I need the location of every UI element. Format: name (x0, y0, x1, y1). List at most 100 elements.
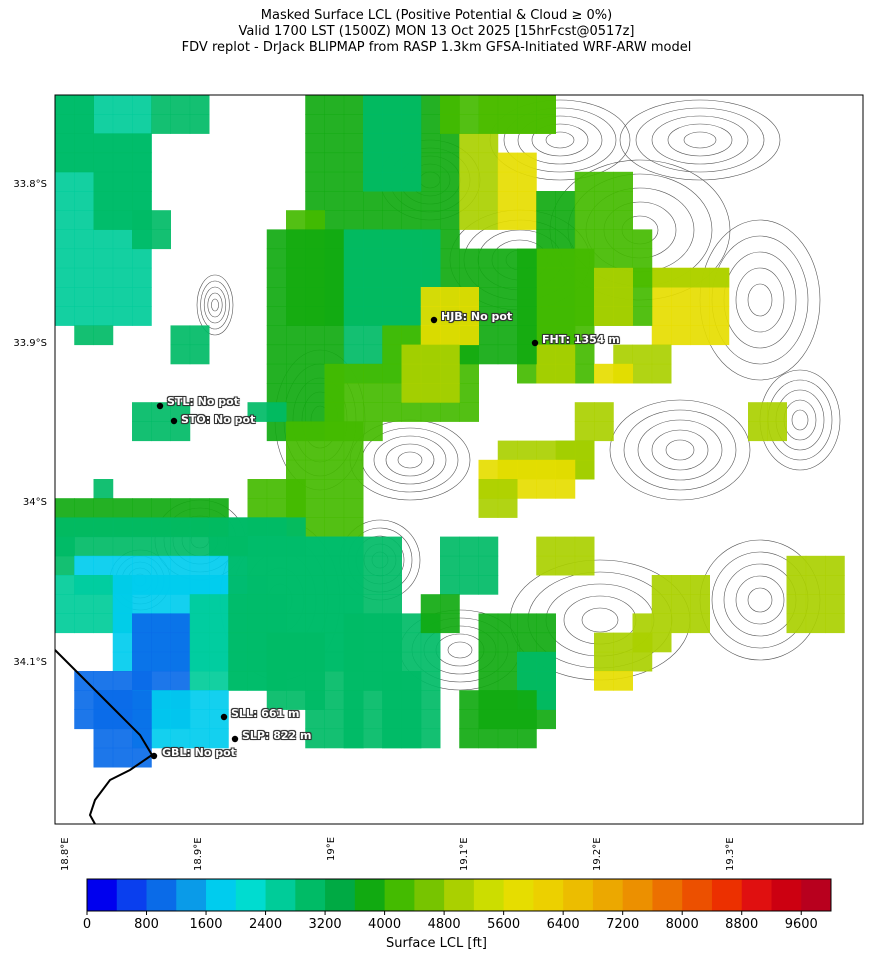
lcl-cell (305, 498, 325, 518)
lcl-cell (401, 248, 422, 269)
lcl-cell (305, 479, 325, 499)
colorbar-tick-label: 8800 (725, 917, 759, 932)
lcl-cell (690, 325, 710, 346)
lcl-cell (382, 210, 402, 230)
contour-line (651, 429, 709, 471)
lcl-cell (132, 248, 152, 269)
lcl-cell (93, 210, 114, 230)
lcl-cell (93, 229, 114, 250)
lcl-cell (343, 210, 364, 230)
lcl-cell (266, 363, 287, 384)
lcl-cell (151, 632, 171, 653)
station-dot (430, 316, 438, 324)
lcl-cell (363, 671, 383, 691)
lcl-cell (536, 344, 556, 365)
lcl-cell (363, 325, 383, 346)
lcl-cell (189, 555, 210, 576)
lcl-cell (170, 325, 191, 346)
lcl-cell (382, 191, 402, 211)
lcl-cell (767, 402, 787, 422)
lcl-cell (189, 498, 210, 518)
lon-label: 18.8°E (60, 837, 71, 871)
lcl-cell (748, 402, 768, 422)
lcl-cell (266, 402, 287, 422)
lcl-cell (478, 95, 499, 115)
lcl-cell (420, 152, 441, 173)
lcl-cell (497, 728, 518, 749)
lcl-cell (151, 402, 171, 422)
lcl-cell (555, 440, 576, 461)
lcl-cell (324, 632, 345, 653)
lcl-cell (363, 402, 383, 422)
station-dot (156, 402, 164, 410)
lcl-cell (209, 498, 229, 518)
lcl-cell (382, 114, 402, 134)
lat-label: 33.9°S (13, 338, 47, 349)
lcl-cell (228, 517, 248, 538)
lcl-cell (478, 210, 499, 230)
lcl-cell (343, 229, 364, 250)
lcl-cell (382, 594, 402, 614)
lcl-cell (55, 575, 75, 595)
lcl-cell (151, 594, 171, 614)
lcl-cell (112, 536, 133, 557)
lcl-cell (420, 728, 441, 749)
lcl-cell (132, 517, 152, 538)
lcl-cell (440, 363, 460, 384)
lcl-cell (209, 632, 229, 653)
lcl-cell (305, 517, 325, 538)
lcl-cell (324, 594, 345, 614)
lcl-cell (825, 613, 845, 634)
lcl-cell (151, 114, 171, 134)
lcl-cell (632, 632, 653, 653)
lcl-cell (324, 536, 345, 557)
lcl-cell (671, 287, 691, 307)
lcl-cell (555, 287, 576, 307)
lcl-cell (132, 210, 152, 230)
lcl-cell (401, 363, 422, 384)
lcl-cell (536, 210, 556, 230)
lcl-cell (420, 690, 441, 710)
colorbar-tick-label: 800 (134, 917, 159, 932)
lcl-cell (305, 536, 325, 557)
lcl-cell (305, 287, 325, 307)
lcl-cell (363, 728, 383, 749)
lcl-cell (632, 306, 653, 326)
lcl-cell (286, 267, 306, 288)
lcl-cell (305, 459, 325, 480)
lcl-cell (459, 555, 479, 576)
lcl-cell (228, 613, 248, 634)
lcl-cell (189, 690, 210, 710)
lcl-cell (459, 287, 479, 307)
lcl-cell (286, 325, 306, 346)
lcl-cell (132, 690, 152, 710)
lcl-cell (517, 325, 537, 346)
lcl-cell (324, 287, 345, 307)
lcl-cell (74, 248, 94, 269)
lcl-cell (189, 671, 210, 691)
lcl-cell (420, 344, 441, 365)
lcl-cell (343, 440, 364, 461)
lcl-cell (401, 402, 422, 422)
lcl-cell (786, 555, 807, 576)
lcl-cell (382, 95, 402, 115)
colorbar-swatch (771, 879, 802, 911)
lcl-cell (170, 344, 191, 365)
lcl-cell (112, 267, 133, 288)
lcl-cell (420, 613, 441, 634)
lcl-cell (151, 229, 171, 250)
lcl-cell (478, 632, 499, 653)
lcl-cell (401, 325, 422, 346)
colorbar-swatch (652, 879, 683, 911)
lcl-cell (305, 133, 325, 154)
lcl-cell (420, 594, 441, 614)
lcl-cell (497, 325, 518, 346)
lcl-cell (266, 306, 287, 326)
lcl-cell (93, 575, 114, 595)
lcl-cell (266, 267, 287, 288)
lcl-cell (594, 306, 614, 326)
lcl-cell (382, 267, 402, 288)
lcl-cell (440, 95, 460, 115)
lcl-cell (574, 229, 595, 250)
lcl-cell (363, 95, 383, 115)
